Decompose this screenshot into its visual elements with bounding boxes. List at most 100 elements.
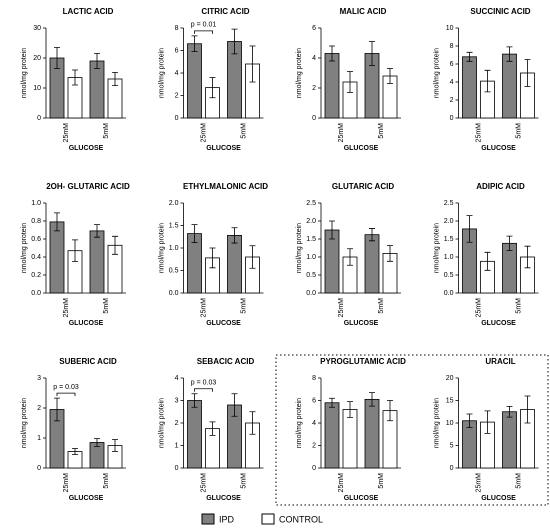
- x-tick-label: 5mM: [515, 473, 522, 489]
- y-tick-label: 0.4: [31, 254, 41, 261]
- error-bar: [506, 46, 513, 62]
- bar: [462, 56, 477, 119]
- x-tick-label: 25mM: [63, 123, 70, 143]
- y-tick-label: 0: [450, 465, 454, 472]
- x-tick-label: 25mM: [338, 473, 345, 493]
- y-tick-label: 0.6: [31, 236, 41, 243]
- y-tick-label: 15: [446, 397, 454, 404]
- x-axis-label: GLUCOSE: [69, 320, 104, 327]
- error-bar: [466, 413, 473, 428]
- error-bar: [369, 41, 375, 66]
- y-tick-label: 10: [446, 420, 454, 427]
- error-bar: [231, 393, 238, 417]
- error-bar: [249, 245, 256, 269]
- y-tick-label: 1: [175, 442, 179, 449]
- chart-title: 2OH- GLUTARIC ACID: [46, 182, 130, 191]
- error-bar: [112, 439, 118, 452]
- x-tick-label: 5mM: [515, 298, 522, 314]
- error-bar: [484, 410, 491, 434]
- x-tick-label: 5mM: [240, 123, 247, 139]
- y-tick-label: 1.0: [31, 200, 41, 207]
- x-tick-label: 5mM: [378, 123, 385, 139]
- bar: [364, 234, 380, 294]
- bar: [364, 398, 380, 469]
- y-axis-label: nmol/mg protein: [21, 48, 28, 98]
- y-tick-label: 2.0: [306, 218, 316, 225]
- y-tick-label: 0.8: [31, 218, 41, 225]
- y-tick-label: 4: [450, 79, 454, 86]
- error-bar: [387, 68, 393, 84]
- x-tick-label: 25mM: [63, 473, 70, 493]
- y-tick-label: 2.0: [169, 200, 179, 207]
- y-tick-label: 0: [37, 115, 41, 122]
- error-bar: [347, 248, 353, 266]
- y-tick-label: 6: [312, 397, 316, 404]
- x-tick-label: 5mM: [378, 473, 385, 489]
- y-axis-label: nmol/mg protein: [433, 223, 440, 273]
- x-axis-label: GLUCOSE: [69, 145, 104, 152]
- y-tick-label: 1.0: [169, 245, 179, 252]
- bar: [324, 229, 340, 294]
- y-axis-label: nmol/mg protein: [296, 398, 303, 448]
- significance-bracket: [56, 392, 76, 397]
- x-axis-label: GLUCOSE: [206, 145, 241, 152]
- y-tick-label: 1.5: [169, 222, 179, 229]
- y-tick-label: 0: [175, 115, 179, 122]
- x-axis-label: GLUCOSE: [344, 145, 379, 152]
- error-bar: [484, 69, 491, 93]
- error-bar: [54, 397, 60, 422]
- y-tick-label: 10: [446, 25, 454, 32]
- x-tick-label: 5mM: [240, 473, 247, 489]
- y-tick-label: 0: [175, 465, 179, 472]
- error-bar: [94, 53, 100, 69]
- legend-swatch: [201, 513, 215, 525]
- error-bar: [329, 45, 335, 62]
- y-tick-label: 0.0: [306, 290, 316, 297]
- error-bar: [191, 35, 198, 53]
- x-axis-label: GLUCOSE: [481, 145, 516, 152]
- y-tick-label: 0: [312, 465, 316, 472]
- y-tick-label: 0.0: [169, 290, 179, 297]
- error-bar: [387, 245, 393, 262]
- y-tick-label: 2.0: [444, 218, 454, 225]
- bar: [89, 60, 105, 119]
- error-bar: [191, 393, 198, 408]
- error-bar: [466, 215, 473, 243]
- y-tick-label: 30: [33, 25, 41, 32]
- y-axis-label: nmol/mg protein: [296, 48, 303, 98]
- bar: [342, 409, 358, 469]
- y-tick-label: 1.0: [444, 254, 454, 261]
- error-bar: [484, 251, 491, 271]
- x-tick-label: 5mM: [378, 298, 385, 314]
- bar: [187, 43, 202, 119]
- y-axis-label: nmol/mg protein: [158, 223, 165, 273]
- y-tick-label: 5: [450, 442, 454, 449]
- y-tick-label: 20: [33, 55, 41, 62]
- legend-label: CONTROL: [279, 514, 323, 524]
- x-axis-label: GLUCOSE: [344, 495, 379, 502]
- error-bar: [231, 227, 238, 244]
- error-bar: [72, 239, 78, 262]
- y-tick-label: 0.0: [444, 290, 454, 297]
- error-bar: [329, 397, 335, 408]
- chart-title: ADIPIC ACID: [476, 182, 525, 191]
- legend-swatch: [261, 513, 275, 525]
- y-tick-label: 3: [37, 375, 41, 382]
- x-tick-label: 25mM: [200, 123, 207, 143]
- x-axis-label: GLUCOSE: [206, 495, 241, 502]
- y-axis-label: nmol/mg protein: [433, 398, 440, 448]
- significance-bracket: [194, 30, 213, 34]
- error-bar: [524, 59, 531, 87]
- error-bar: [524, 395, 531, 424]
- bar: [502, 53, 517, 119]
- y-axis-label: nmol/mg protein: [21, 223, 28, 273]
- x-axis-label: GLUCOSE: [344, 320, 379, 327]
- y-tick-label: 4: [312, 55, 316, 62]
- y-tick-label: 2: [450, 97, 454, 104]
- y-tick-label: 10: [33, 85, 41, 92]
- y-tick-label: 4: [175, 70, 179, 77]
- y-tick-label: 2.5: [306, 200, 316, 207]
- y-axis-label: nmol/mg protein: [158, 48, 165, 98]
- error-bar: [112, 72, 118, 86]
